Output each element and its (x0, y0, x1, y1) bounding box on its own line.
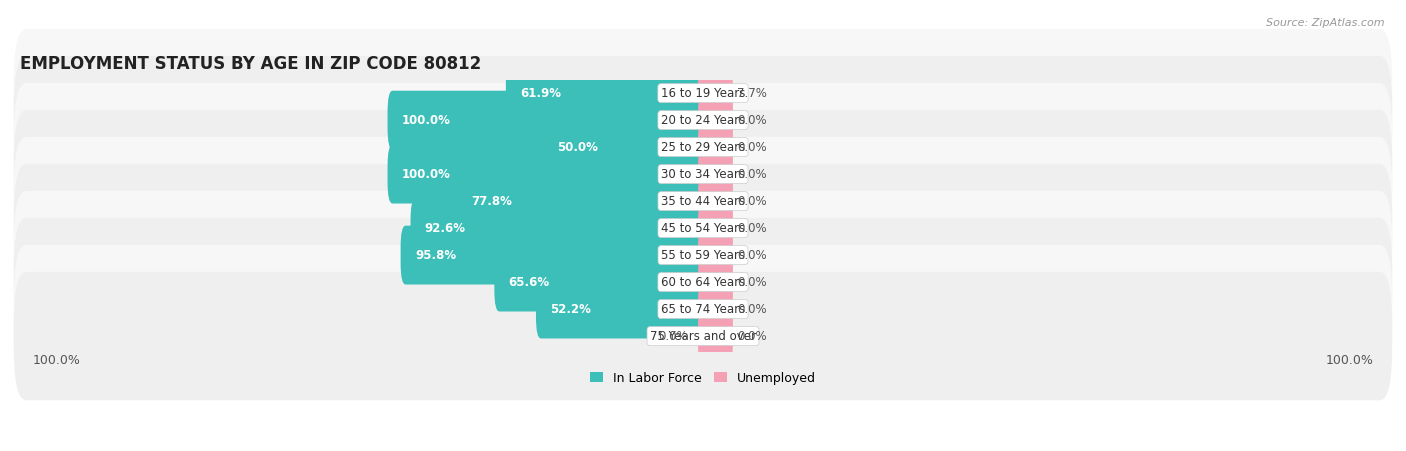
Text: 0.0%: 0.0% (658, 330, 688, 343)
Text: 61.9%: 61.9% (520, 87, 561, 100)
Text: 0.0%: 0.0% (737, 194, 766, 207)
Text: 60 to 64 Years: 60 to 64 Years (661, 276, 745, 289)
Text: 65 to 74 Years: 65 to 74 Years (661, 303, 745, 316)
FancyBboxPatch shape (697, 253, 733, 312)
Text: 16 to 19 Years: 16 to 19 Years (661, 87, 745, 100)
Legend: In Labor Force, Unemployed: In Labor Force, Unemployed (585, 367, 821, 390)
Text: 55 to 59 Years: 55 to 59 Years (661, 249, 745, 262)
Text: Source: ZipAtlas.com: Source: ZipAtlas.com (1267, 18, 1385, 28)
FancyBboxPatch shape (506, 64, 709, 123)
Text: 0.0%: 0.0% (737, 303, 766, 316)
Text: EMPLOYMENT STATUS BY AGE IN ZIP CODE 80812: EMPLOYMENT STATUS BY AGE IN ZIP CODE 808… (20, 55, 481, 73)
Text: 0.0%: 0.0% (737, 168, 766, 180)
Text: 7.7%: 7.7% (737, 87, 768, 100)
FancyBboxPatch shape (388, 145, 709, 203)
FancyBboxPatch shape (388, 91, 709, 150)
Text: 75 Years and over: 75 Years and over (650, 330, 756, 343)
FancyBboxPatch shape (697, 172, 733, 230)
FancyBboxPatch shape (14, 164, 1392, 292)
FancyBboxPatch shape (697, 64, 733, 123)
Text: 0.0%: 0.0% (737, 141, 766, 154)
FancyBboxPatch shape (14, 83, 1392, 212)
FancyBboxPatch shape (536, 280, 709, 339)
FancyBboxPatch shape (697, 145, 733, 203)
Text: 0.0%: 0.0% (737, 249, 766, 262)
FancyBboxPatch shape (697, 280, 733, 339)
Text: 0.0%: 0.0% (737, 276, 766, 289)
Text: 30 to 34 Years: 30 to 34 Years (661, 168, 745, 180)
Text: 77.8%: 77.8% (471, 194, 512, 207)
Text: 20 to 24 Years: 20 to 24 Years (661, 114, 745, 127)
FancyBboxPatch shape (697, 199, 733, 258)
FancyBboxPatch shape (14, 245, 1392, 373)
Text: 95.8%: 95.8% (415, 249, 456, 262)
FancyBboxPatch shape (697, 307, 733, 365)
FancyBboxPatch shape (697, 91, 733, 150)
FancyBboxPatch shape (697, 118, 733, 176)
FancyBboxPatch shape (543, 118, 709, 176)
FancyBboxPatch shape (411, 199, 709, 258)
Text: 100.0%: 100.0% (402, 168, 451, 180)
FancyBboxPatch shape (697, 226, 733, 285)
FancyBboxPatch shape (14, 191, 1392, 319)
Text: 65.6%: 65.6% (509, 276, 550, 289)
FancyBboxPatch shape (14, 29, 1392, 157)
Text: 45 to 54 Years: 45 to 54 Years (661, 221, 745, 235)
Text: 0.0%: 0.0% (737, 330, 766, 343)
Text: 50.0%: 50.0% (557, 141, 598, 154)
Text: 92.6%: 92.6% (425, 221, 465, 235)
Text: 0.0%: 0.0% (737, 114, 766, 127)
Text: 35 to 44 Years: 35 to 44 Years (661, 194, 745, 207)
Text: 100.0%: 100.0% (1326, 354, 1374, 368)
FancyBboxPatch shape (14, 137, 1392, 265)
FancyBboxPatch shape (401, 226, 709, 285)
FancyBboxPatch shape (495, 253, 709, 312)
FancyBboxPatch shape (14, 110, 1392, 238)
FancyBboxPatch shape (14, 56, 1392, 184)
Text: 0.0%: 0.0% (737, 221, 766, 235)
FancyBboxPatch shape (457, 172, 709, 230)
Text: 52.2%: 52.2% (550, 303, 591, 316)
FancyBboxPatch shape (14, 272, 1392, 400)
Text: 100.0%: 100.0% (32, 354, 80, 368)
Text: 25 to 29 Years: 25 to 29 Years (661, 141, 745, 154)
Text: 100.0%: 100.0% (402, 114, 451, 127)
FancyBboxPatch shape (14, 218, 1392, 346)
